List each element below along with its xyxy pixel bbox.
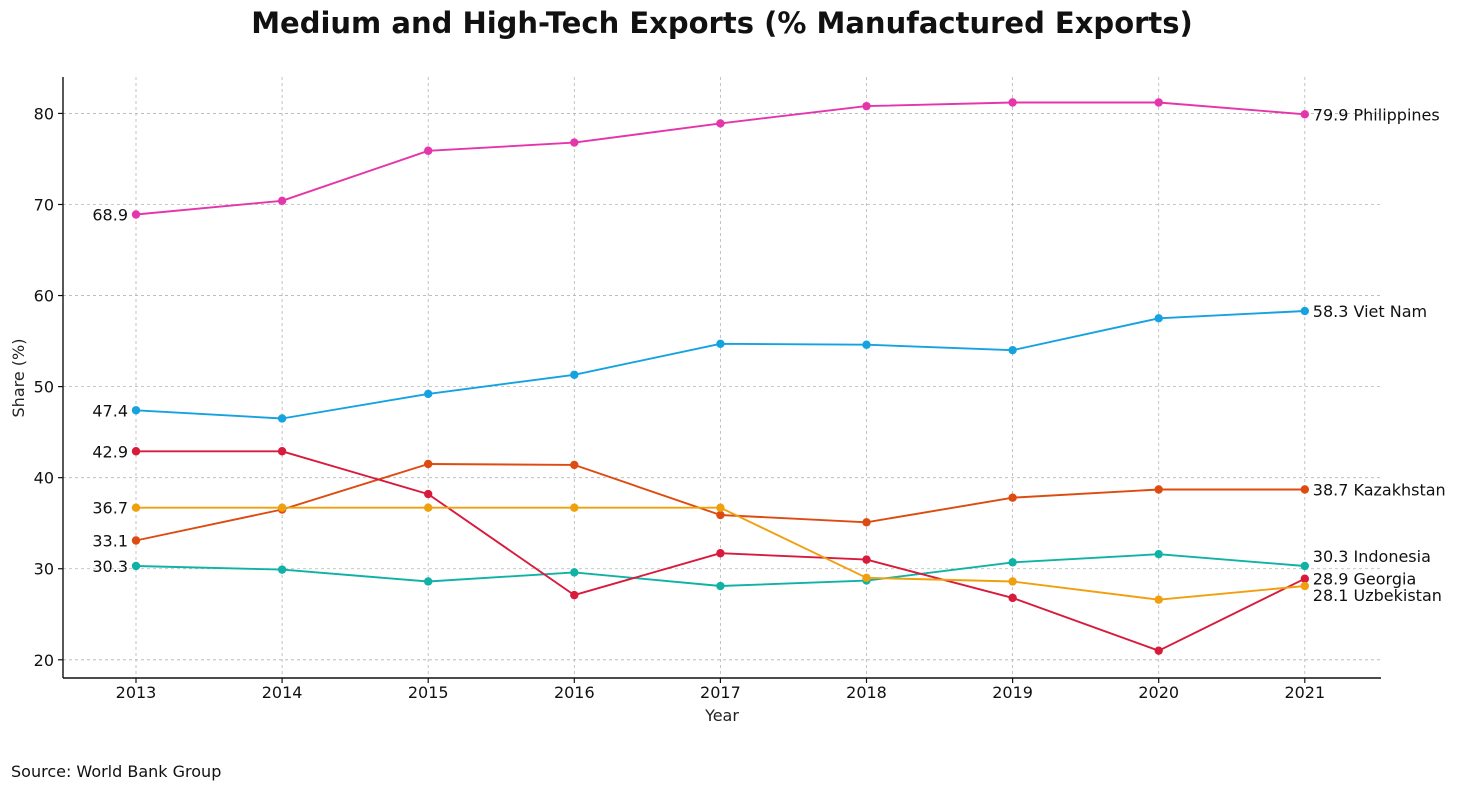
y-tick-label: 20 — [34, 651, 54, 670]
data-point-philippines — [716, 119, 725, 128]
series-kazakhstan — [131, 459, 1310, 545]
start-label-indonesia: 30.3 — [92, 557, 128, 576]
series-philippines — [131, 98, 1310, 219]
data-point-georgia — [277, 447, 287, 456]
x-tick-label: 2016 — [554, 683, 595, 702]
data-point-uzbekistan — [1154, 595, 1163, 604]
data-point-georgia — [131, 447, 141, 456]
data-point-uzbekistan — [716, 503, 725, 512]
source-note: Source: World Bank Group — [11, 762, 221, 781]
data-point-uzbekistan — [570, 503, 579, 512]
y-tick-label: 80 — [34, 104, 54, 123]
data-point-indonesia — [570, 568, 579, 577]
data-point-kazakhstan — [1154, 485, 1163, 494]
series-lines — [131, 98, 1310, 655]
data-point-indonesia — [1008, 558, 1017, 567]
series-labels: 68.9 79.9 Philippines 47.4 58.3 Viet Nam 33.… — [92, 105, 1445, 605]
chart-title: Medium and High-Tech Exports (% Manufact… — [251, 6, 1193, 40]
x-tick-label: 2018 — [846, 683, 887, 702]
y-tick-label: 60 — [34, 287, 54, 306]
data-point-georgia — [862, 555, 871, 564]
end-label-philippines: 79.9 Philippines — [1313, 105, 1440, 124]
data-point-kazakhstan — [716, 510, 725, 520]
data-point-indonesia — [1154, 549, 1163, 559]
start-label-georgia: 42.9 — [92, 442, 128, 461]
x-tick-label: 2019 — [992, 683, 1033, 702]
y-tick-label: 50 — [34, 378, 54, 397]
end-label-georgia: 28.9 Georgia — [1313, 570, 1416, 589]
data-point-georgia — [1300, 574, 1310, 583]
series-uzbekistan — [131, 503, 1310, 604]
data-point-georgia — [424, 489, 433, 499]
data-point-indonesia — [277, 565, 287, 574]
x-tick-label: 2015 — [408, 683, 449, 702]
x-tick-label: 2021 — [1284, 683, 1325, 702]
data-point-kazakhstan — [862, 518, 871, 527]
x-axis-label: Year — [704, 706, 739, 725]
data-point-philippines — [277, 196, 287, 206]
x-tick-label: 2020 — [1138, 683, 1179, 702]
data-point-viet-nam — [862, 340, 871, 349]
start-label-viet-nam: 47.4 — [92, 401, 128, 420]
y-tick-label: 40 — [34, 469, 54, 488]
data-point-kazakhstan — [1008, 493, 1017, 502]
data-point-philippines — [424, 146, 433, 155]
data-point-philippines — [1300, 110, 1310, 119]
data-point-viet-nam — [1300, 306, 1310, 316]
data-point-philippines — [570, 138, 579, 147]
data-point-kazakhstan — [424, 459, 433, 469]
x-tick-label: 2013 — [116, 683, 157, 702]
end-label-indonesia: 30.3 Indonesia — [1313, 547, 1431, 566]
axis-ticks: 2013 2014 2015 2016 2017 2018 2019 2020 2021 20 30… — [34, 104, 1326, 702]
data-point-uzbekistan — [1008, 577, 1017, 586]
end-label-uzbekistan: 28.1 Uzbekistan — [1313, 586, 1442, 605]
start-label-uzbekistan: 36.7 — [92, 499, 128, 518]
data-point-uzbekistan — [862, 573, 871, 583]
data-point-viet-nam — [1154, 314, 1163, 323]
data-point-georgia — [1154, 646, 1163, 655]
y-tick-label: 70 — [34, 195, 54, 214]
data-point-uzbekistan — [277, 503, 287, 512]
data-point-indonesia — [131, 561, 141, 571]
data-point-kazakhstan — [570, 460, 579, 470]
data-point-viet-nam — [570, 370, 579, 379]
data-point-philippines — [131, 210, 141, 219]
data-point-viet-nam — [131, 406, 141, 415]
data-point-philippines — [1154, 98, 1163, 107]
data-point-indonesia — [716, 581, 725, 591]
start-label-kazakhstan: 33.1 — [92, 531, 128, 550]
data-point-kazakhstan — [131, 536, 141, 545]
data-point-indonesia — [1300, 561, 1310, 571]
start-label-philippines: 68.9 — [92, 206, 128, 225]
series-georgia — [131, 447, 1310, 655]
data-point-philippines — [1008, 98, 1017, 107]
data-point-viet-nam — [1008, 345, 1017, 355]
y-tick-label: 30 — [34, 560, 54, 579]
data-point-philippines — [862, 101, 871, 111]
data-point-uzbekistan — [131, 503, 141, 512]
data-point-uzbekistan — [1300, 581, 1310, 591]
data-point-viet-nam — [277, 414, 287, 423]
end-label-kazakhstan: 38.7 Kazakhstan — [1313, 481, 1446, 500]
data-point-uzbekistan — [424, 503, 433, 512]
data-point-kazakhstan — [1300, 485, 1310, 494]
data-point-georgia — [716, 549, 725, 558]
x-tick-label: 2017 — [700, 683, 741, 702]
data-point-viet-nam — [716, 339, 725, 349]
data-point-viet-nam — [424, 389, 433, 399]
x-tick-label: 2014 — [262, 683, 303, 702]
data-point-georgia — [570, 590, 579, 600]
series-viet-nam — [131, 306, 1310, 423]
data-point-georgia — [1008, 593, 1017, 603]
end-label-viet-nam: 58.3 Viet Nam — [1313, 302, 1427, 321]
y-axis-label: Share (%) — [9, 339, 28, 418]
data-point-indonesia — [424, 577, 433, 586]
